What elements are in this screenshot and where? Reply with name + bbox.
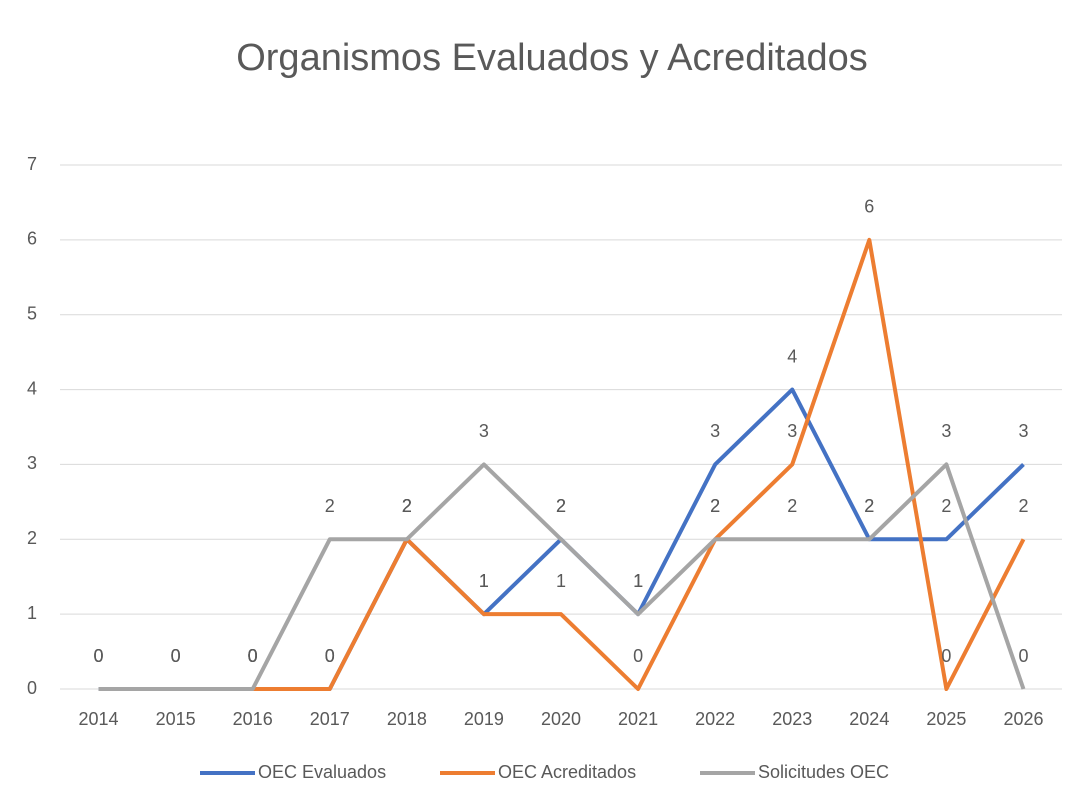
y-tick-label: 0 bbox=[27, 678, 37, 698]
y-tick-label: 5 bbox=[27, 303, 37, 323]
x-tick-label: 2020 bbox=[541, 709, 581, 729]
y-tick-label: 1 bbox=[27, 603, 37, 623]
x-tick-label: 2021 bbox=[618, 709, 658, 729]
data-label: 0 bbox=[248, 646, 258, 666]
data-label: 1 bbox=[556, 571, 566, 591]
y-tick-label: 6 bbox=[27, 229, 37, 249]
data-label: 0 bbox=[94, 646, 104, 666]
data-label: 2 bbox=[941, 496, 951, 516]
data-label: 0 bbox=[941, 646, 951, 666]
data-label: 0 bbox=[94, 646, 104, 666]
series-line bbox=[98, 462, 1026, 691]
data-label: 6 bbox=[864, 197, 874, 217]
x-tick-label: 2018 bbox=[387, 709, 427, 729]
data-label: 2 bbox=[556, 496, 566, 516]
data-label: 2 bbox=[325, 496, 335, 516]
data-label: 2 bbox=[710, 496, 720, 516]
y-tick-label: 2 bbox=[27, 528, 37, 548]
data-label: 3 bbox=[1018, 421, 1028, 441]
y-tick-label: 3 bbox=[27, 453, 37, 473]
data-label: 2 bbox=[556, 496, 566, 516]
x-tick-label: 2015 bbox=[156, 709, 196, 729]
data-label: 2 bbox=[402, 496, 412, 516]
y-tick-label: 4 bbox=[27, 378, 37, 398]
data-label: 2 bbox=[710, 496, 720, 516]
legend-label: Solicitudes OEC bbox=[758, 762, 889, 782]
data-label: 1 bbox=[479, 571, 489, 591]
y-tick-label: 7 bbox=[27, 154, 37, 174]
data-label: 2 bbox=[402, 496, 412, 516]
data-label: 2 bbox=[1018, 496, 1028, 516]
data-label: 4 bbox=[787, 346, 797, 366]
data-label: 0 bbox=[633, 646, 643, 666]
data-label: 0 bbox=[248, 646, 258, 666]
x-tick-label: 2026 bbox=[1003, 709, 1043, 729]
x-tick-label: 2014 bbox=[79, 709, 119, 729]
data-label: 0 bbox=[325, 646, 335, 666]
data-label: 1 bbox=[633, 571, 643, 591]
data-label: 0 bbox=[171, 646, 181, 666]
x-tick-label: 2023 bbox=[772, 709, 812, 729]
x-tick-label: 2017 bbox=[310, 709, 350, 729]
data-label: 0 bbox=[325, 646, 335, 666]
data-label: 1 bbox=[633, 571, 643, 591]
data-label: 2 bbox=[787, 496, 797, 516]
x-tick-label: 2024 bbox=[849, 709, 889, 729]
data-label: 1 bbox=[479, 571, 489, 591]
data-label: 3 bbox=[787, 421, 797, 441]
x-tick-label: 2025 bbox=[926, 709, 966, 729]
chart-title: Organismos Evaluados y Acreditados bbox=[236, 37, 868, 79]
data-label: 0 bbox=[248, 646, 258, 666]
data-label: 3 bbox=[479, 421, 489, 441]
x-tick-label: 2019 bbox=[464, 709, 504, 729]
data-label: 0 bbox=[171, 646, 181, 666]
x-tick-label: 2022 bbox=[695, 709, 735, 729]
data-label: 2 bbox=[864, 496, 874, 516]
data-label: 3 bbox=[710, 421, 720, 441]
legend-label: OEC Evaluados bbox=[258, 762, 386, 782]
data-label: 3 bbox=[941, 421, 951, 441]
data-label: 2 bbox=[864, 496, 874, 516]
legend-label: OEC Acreditados bbox=[498, 762, 636, 782]
series-line bbox=[252, 237, 1026, 691]
data-label: 2 bbox=[402, 496, 412, 516]
data-label: 0 bbox=[1018, 646, 1028, 666]
x-tick-label: 2016 bbox=[233, 709, 273, 729]
